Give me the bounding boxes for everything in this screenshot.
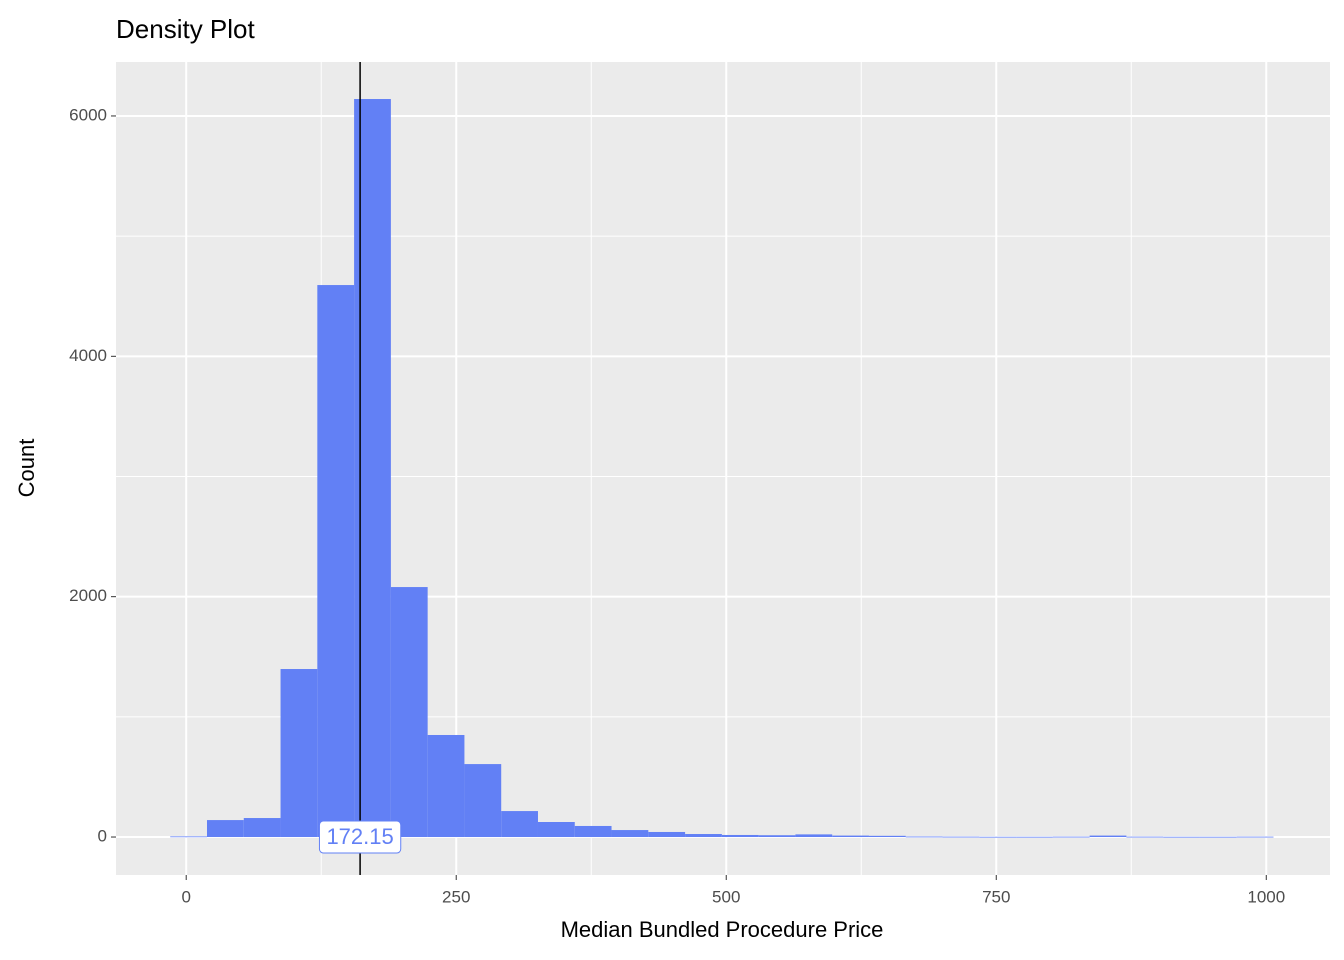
bar [427, 734, 465, 838]
bar [1016, 836, 1053, 838]
bar [537, 822, 575, 838]
bar [1163, 836, 1200, 838]
x-tick-label: 1000 [1247, 887, 1285, 906]
bar [1052, 836, 1090, 838]
y-axis-label: Count [14, 439, 39, 498]
annotation-label: 172.15 [326, 824, 393, 849]
bar [611, 830, 649, 838]
y-tick-label: 6000 [69, 105, 107, 124]
bar [390, 587, 428, 838]
annotation: 172.15 [318, 820, 402, 854]
bar [1236, 836, 1274, 838]
bar [574, 825, 612, 838]
x-tick-label: 250 [442, 887, 470, 906]
annotation-box [318, 820, 402, 854]
x-axis-label: Median Bundled Procedure Price [561, 917, 884, 942]
chart-title: Density Plot [116, 14, 255, 44]
bar [1199, 836, 1237, 838]
x-tick-label: 500 [712, 887, 740, 906]
bar [905, 836, 943, 838]
bar [1089, 835, 1127, 838]
bar [721, 834, 759, 838]
bar [464, 764, 502, 838]
bar [758, 835, 796, 838]
bar [280, 669, 318, 838]
bar [1126, 836, 1164, 838]
bar [868, 835, 906, 838]
y-tick-label: 0 [98, 827, 107, 846]
bar [501, 811, 538, 838]
bar [206, 820, 244, 838]
bar [648, 831, 686, 838]
bar [243, 818, 281, 838]
x-tick-label: 0 [181, 887, 190, 906]
bar [317, 285, 355, 838]
y-tick-label: 2000 [69, 586, 107, 605]
bar [170, 836, 207, 838]
y-tick-label: 4000 [69, 346, 107, 365]
bar [942, 836, 980, 838]
bar [979, 836, 1017, 838]
bar [795, 834, 833, 838]
x-tick-label: 750 [982, 887, 1010, 906]
bar [832, 835, 869, 838]
bar [685, 834, 722, 838]
